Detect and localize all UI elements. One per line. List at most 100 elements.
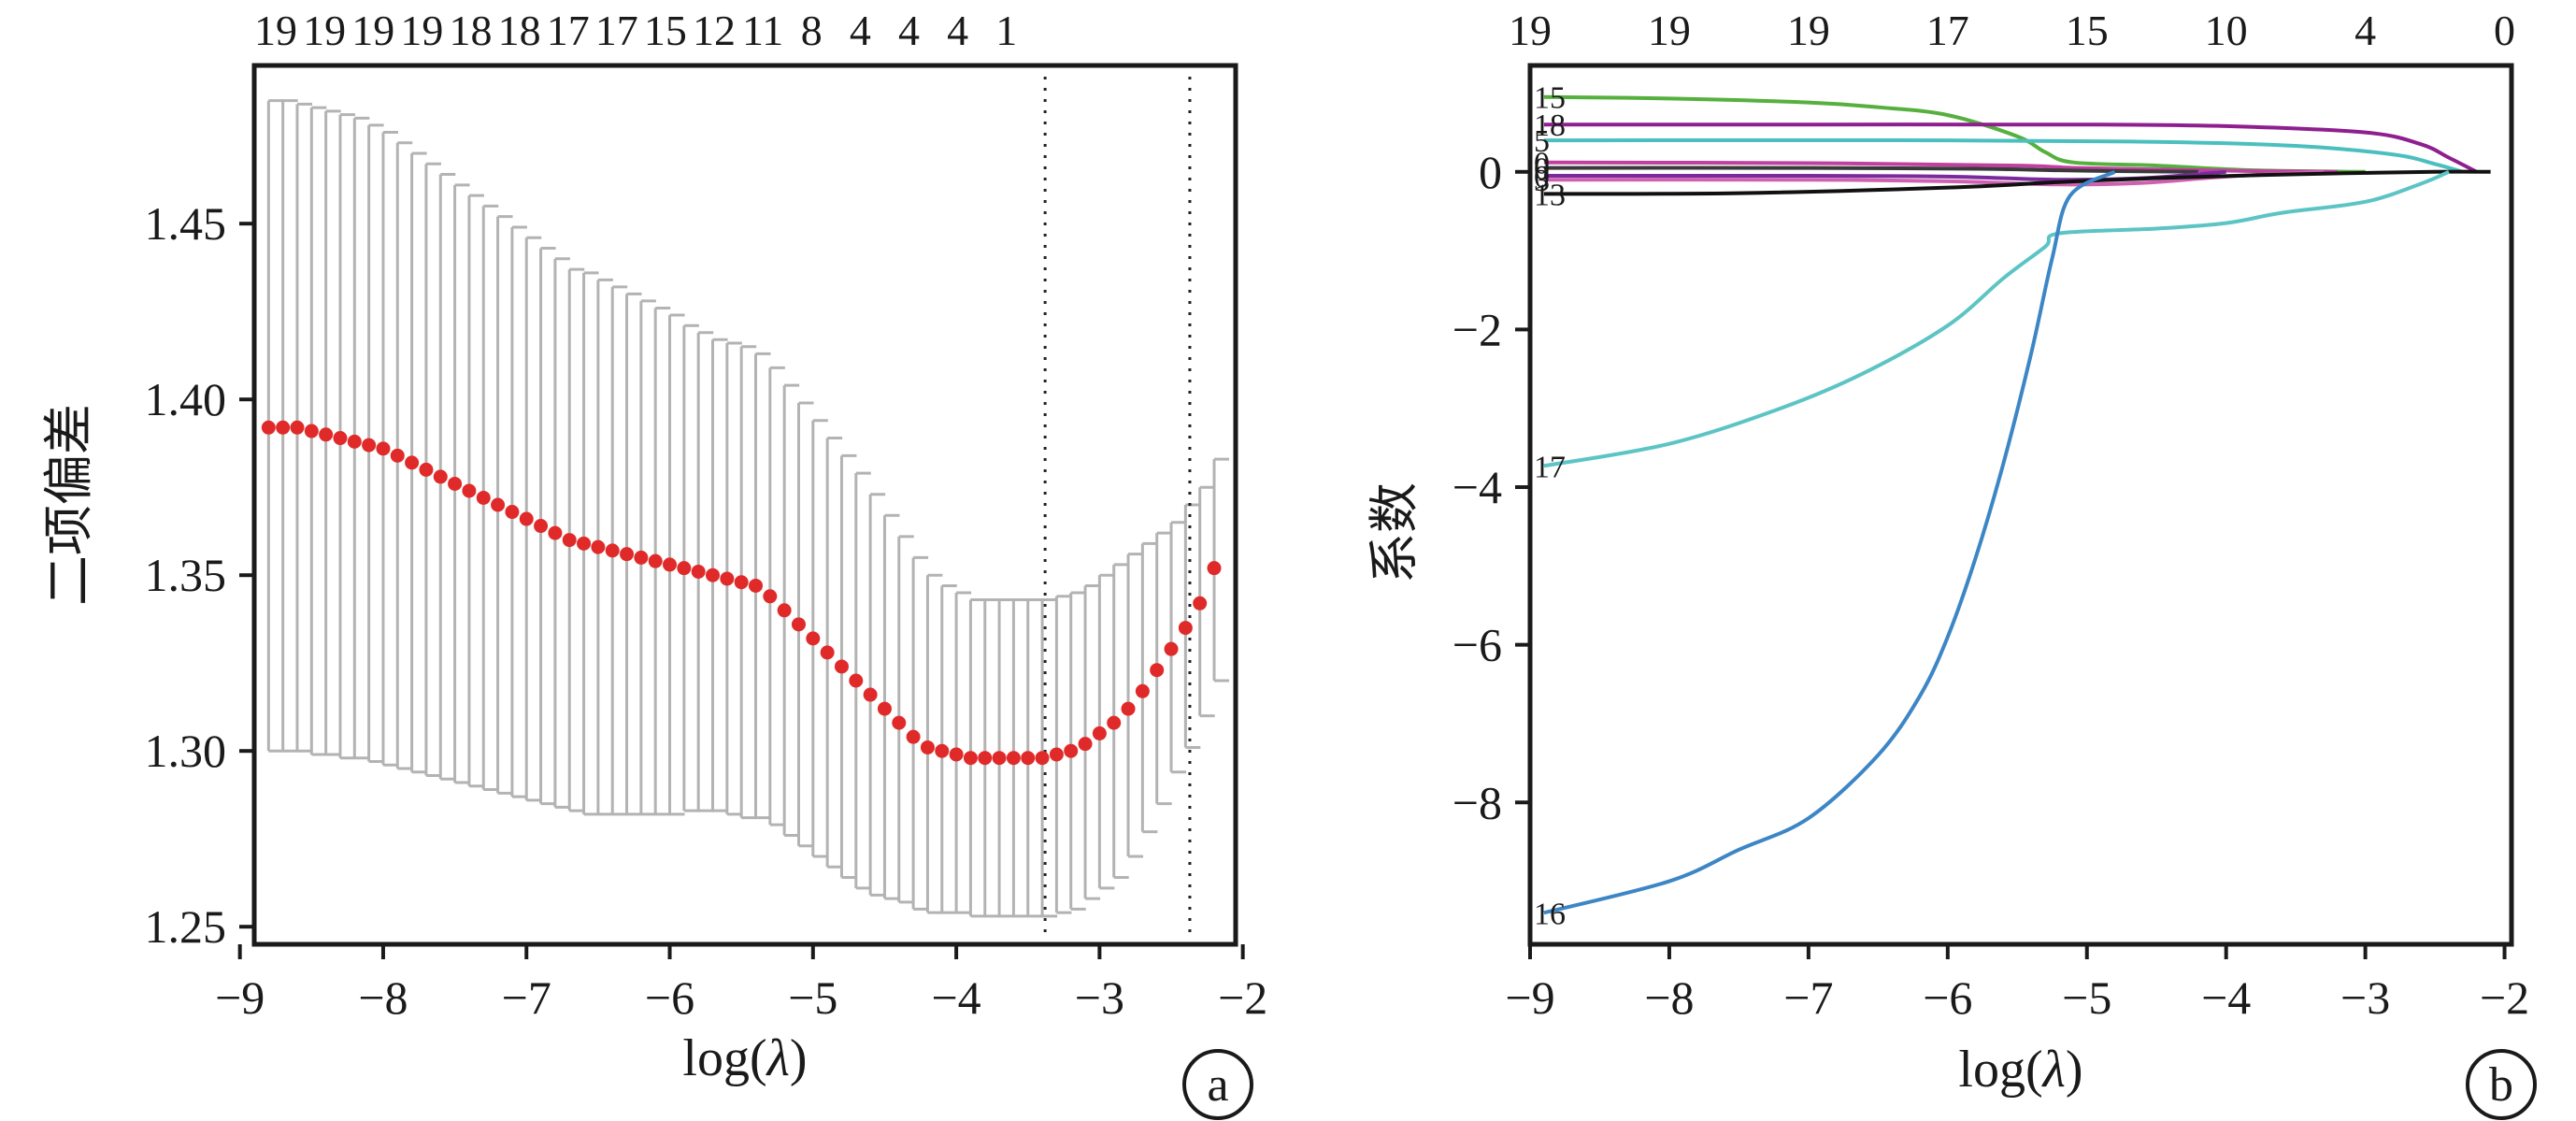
a-mean-point: [376, 441, 391, 456]
a-mean-point: [419, 462, 434, 477]
a-top-tick-label: 19: [254, 7, 297, 54]
a-top-tick-label: 15: [644, 7, 687, 54]
a-y-ticks: 1.25 1.30 1.35 1.40 1.45: [145, 197, 254, 953]
a-top-tick-label: 11: [742, 7, 783, 54]
a-mean-point: [1207, 561, 1222, 576]
a-mean-point: [620, 547, 635, 562]
a-mean-points: [261, 420, 1222, 766]
b-panel-badge-circle: [2466, 1049, 2537, 1120]
a-error-bars: [266, 99, 1230, 918]
b-panel-badge-label: b: [2489, 1058, 2513, 1112]
a-mean-point: [261, 420, 276, 435]
a-mean-point: [748, 578, 763, 593]
a-x-tick-label: −9: [215, 971, 265, 1024]
b-x-tick-label: −6: [1923, 971, 1972, 1024]
a-mean-point: [720, 571, 735, 586]
b-series-label: 15: [1534, 81, 1566, 116]
a-mean-point: [949, 747, 964, 762]
a-mean-point: [304, 424, 319, 438]
a-y-tick-label: 1.45: [145, 197, 227, 250]
a-mean-point: [992, 751, 1007, 766]
b-y-tick-label: −8: [1453, 776, 1502, 828]
a-mean-point: [1021, 751, 1036, 766]
a-mean-point: [978, 751, 993, 766]
a-mean-point: [491, 497, 506, 512]
a-mean-point: [734, 575, 749, 590]
b-top-tick-label: 19: [1787, 7, 1830, 54]
a-plot-frame: [251, 63, 1238, 947]
b-y-tick-label: −2: [1453, 303, 1502, 355]
a-top-tick-label: 4: [898, 7, 920, 54]
a-y-tick-label: 1.35: [145, 549, 227, 601]
a-mean-point: [892, 715, 907, 730]
b-y-axis-label: 系数: [1365, 482, 1424, 583]
b-top-tick-label: 19: [1648, 7, 1691, 54]
b-coefficient-path: [1543, 137, 2464, 174]
a-top-tick-label: 18: [498, 7, 541, 54]
a-top-tick-label: 1: [995, 7, 1017, 54]
b-series-label: 18: [1534, 108, 1566, 143]
a-top-tick-label: 17: [547, 7, 590, 54]
b-x-ticks: −9 −8 −7 −6 −5 −4 −3 −2: [1505, 944, 2529, 1024]
b-series-label: 17: [1534, 450, 1566, 484]
a-mean-point: [605, 543, 620, 558]
a-top-tick-label: 12: [693, 7, 736, 54]
a-top-tick-label: 17: [595, 7, 638, 54]
b-x-tick-label: −2: [2480, 971, 2529, 1024]
b-y-tick-label: −4: [1453, 461, 1502, 513]
a-top-tick-label: 19: [400, 7, 443, 54]
b-top-tick-label: 15: [2066, 7, 2109, 54]
b-x-tick-label: −9: [1505, 971, 1554, 1024]
b-x-axis-label: log(λ): [1958, 1041, 2082, 1099]
a-top-tick-label: 18: [449, 7, 492, 54]
a-mean-point: [448, 476, 463, 491]
a-mean-point: [1150, 663, 1165, 678]
a-x-tick-label: −5: [788, 971, 837, 1024]
a-top-tick-label: 19: [351, 7, 394, 54]
a-mean-point: [963, 751, 978, 766]
a-mean-point: [1193, 596, 1208, 611]
b-top-tick-label: 0: [2494, 7, 2515, 54]
a-top-tick-label: 19: [303, 7, 346, 54]
a-mean-point: [806, 631, 821, 646]
a-mean-point: [1006, 751, 1021, 766]
a-mean-point: [1064, 743, 1079, 758]
a-mean-point: [462, 483, 477, 498]
a-mean-point: [505, 505, 520, 520]
a-mean-point: [1135, 683, 1150, 698]
a-mean-point: [777, 603, 792, 618]
b-top-tick-label: 17: [1926, 7, 1969, 54]
a-mean-point: [820, 645, 835, 660]
b-series-label: 3: [1534, 164, 1550, 198]
a-mean-point: [763, 589, 778, 604]
a-mean-point: [390, 448, 405, 463]
a-y-tick-label: 1.40: [145, 373, 227, 425]
panel-b-coefficient-chart: −9 −8 −7 −6 −5 −4 −3 −2 0 −2 −4 −6 −8 19 19 19 17 15 10 4…: [1365, 7, 2537, 1120]
a-mean-point: [663, 557, 678, 572]
b-x-tick-label: −8: [1644, 971, 1694, 1024]
a-mean-point: [634, 550, 649, 565]
b-coefficient-path: [1543, 169, 2116, 915]
b-series-label: 0: [1534, 147, 1550, 181]
b-coefficient-path: [1543, 165, 2198, 174]
a-mean-point: [319, 427, 334, 442]
a-top-tick-label: 8: [801, 7, 823, 54]
b-coefficient-path: [1543, 169, 2491, 196]
a-mean-point: [562, 533, 577, 548]
a-x-tick-label: −6: [645, 971, 694, 1024]
a-x-ticks: −9 −8 −7 −6 −5 −4 −3 −2: [215, 944, 1267, 1024]
b-top-tick-label: 4: [2354, 7, 2376, 54]
b-coefficient-paths: [1543, 94, 2491, 915]
a-top-tick-label: 4: [850, 7, 871, 54]
a-mean-point: [577, 536, 592, 551]
a-mean-point: [834, 659, 849, 674]
a-mean-point: [548, 525, 563, 540]
a-mean-point: [534, 519, 549, 534]
b-series-label: 13: [1534, 178, 1566, 212]
a-panel-badge: a: [1182, 1049, 1253, 1120]
a-top-tick-label: 4: [947, 7, 968, 54]
a-mean-point: [1078, 737, 1093, 752]
a-y-tick-label: 1.25: [145, 900, 227, 953]
a-mean-point: [333, 431, 348, 446]
